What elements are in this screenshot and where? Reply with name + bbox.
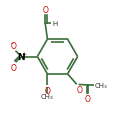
Text: +: +: [21, 52, 27, 57]
Text: O: O: [11, 64, 17, 73]
Text: O: O: [76, 85, 82, 94]
Text: CH₃: CH₃: [41, 93, 53, 99]
Text: N: N: [17, 53, 25, 61]
Text: O: O: [84, 94, 89, 103]
Text: H: H: [52, 21, 57, 27]
Text: O: O: [11, 41, 17, 50]
Text: -: -: [11, 39, 14, 48]
Text: O: O: [44, 86, 50, 95]
Text: O: O: [43, 6, 48, 15]
Text: CH₃: CH₃: [93, 82, 106, 88]
